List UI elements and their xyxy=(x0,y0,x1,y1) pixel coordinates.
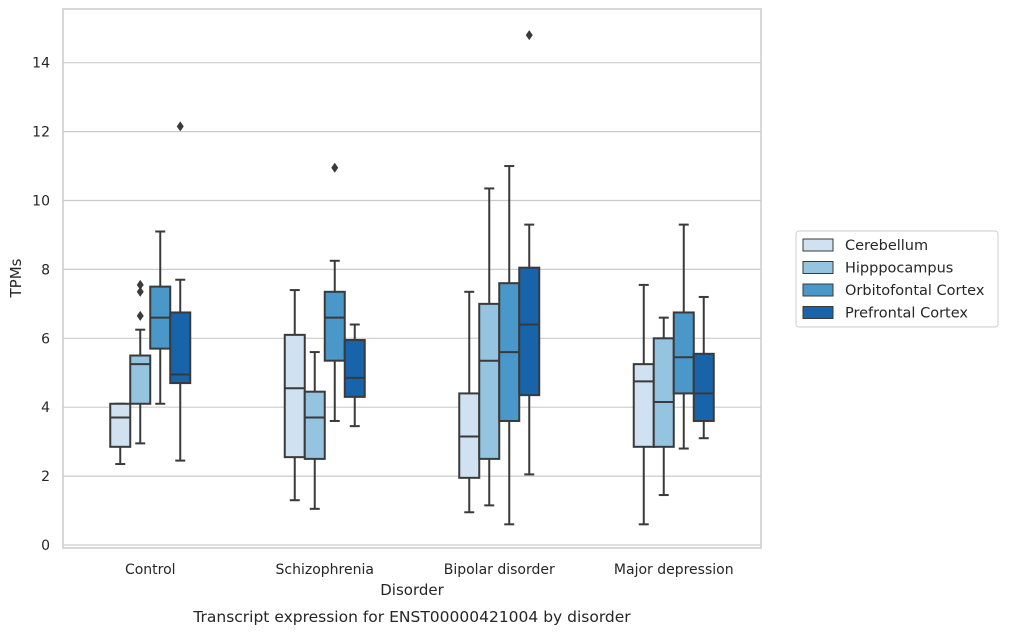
y-tick-label: 14 xyxy=(32,56,50,72)
box xyxy=(458,290,481,514)
iqr-box xyxy=(169,311,192,385)
legend-label: Cerebellum xyxy=(845,238,928,254)
iqr-box xyxy=(109,402,132,448)
x-tick-label: Control xyxy=(125,562,176,578)
y-tick-label: 0 xyxy=(41,538,50,554)
series-prefrontal-cortex xyxy=(169,30,715,476)
plot-frame xyxy=(62,8,762,549)
legend-swatch xyxy=(802,261,834,274)
legend-item: Orbitofontal Cortex xyxy=(802,283,985,299)
outlier-point xyxy=(136,310,144,321)
box xyxy=(632,283,655,526)
series-cerebellum xyxy=(109,283,655,526)
iqr-box xyxy=(518,266,541,397)
box xyxy=(478,187,501,507)
iqr-box xyxy=(283,333,306,459)
outlier-point xyxy=(136,279,144,290)
box xyxy=(303,351,326,510)
box xyxy=(283,289,306,502)
iqr-box xyxy=(672,311,695,395)
y-tick-label: 10 xyxy=(32,194,50,210)
figure-caption: Transcript expression for ENST0000042100… xyxy=(192,608,631,626)
box xyxy=(343,323,366,428)
x-tick-label: Major depression xyxy=(614,562,734,578)
y-axis-label: TPMs xyxy=(7,258,25,298)
outlier-point xyxy=(525,30,533,41)
box xyxy=(169,121,192,462)
legend-swatch xyxy=(802,283,834,297)
iqr-box xyxy=(303,390,326,460)
legend-item: Cerebellum xyxy=(802,238,928,254)
iqr-box xyxy=(632,363,655,448)
box xyxy=(652,316,675,497)
y-tick-label: 12 xyxy=(32,125,50,141)
x-tick-label: Schizophrenia xyxy=(276,562,374,578)
box xyxy=(692,295,715,440)
x-tick-label: Bipolar disorder xyxy=(444,562,555,578)
iqr-box xyxy=(343,339,366,398)
iqr-box xyxy=(478,302,501,460)
y-tick-label: 2 xyxy=(41,469,50,485)
box-series xyxy=(109,30,715,526)
box xyxy=(518,30,541,476)
box xyxy=(498,165,521,526)
legend-frame xyxy=(795,230,999,328)
outlier-point xyxy=(136,286,144,297)
box xyxy=(129,279,152,445)
legend-swatch xyxy=(802,238,834,252)
iqr-box xyxy=(692,352,715,422)
series-hipppocampus xyxy=(129,187,675,510)
box xyxy=(149,230,172,405)
outlier-point xyxy=(176,121,184,132)
iqr-box xyxy=(129,354,152,405)
x-axis-label: Disorder xyxy=(380,581,444,599)
box xyxy=(109,402,132,466)
legend-swatch xyxy=(802,306,834,319)
series-orbitofontal-cortex xyxy=(149,162,695,526)
legend: Cerebellum Hipppocampus Orbitofontal Corte… xyxy=(795,230,999,328)
legend-item: Prefrontal Cortex xyxy=(802,306,968,322)
y-tick-label: 6 xyxy=(41,331,50,347)
iqr-box xyxy=(652,337,675,448)
outlier-point xyxy=(331,162,339,173)
x-axis-ticks: Control Schizophrenia Bipolar disorder Majo… xyxy=(125,562,734,578)
box xyxy=(323,162,346,422)
iqr-box xyxy=(323,290,346,362)
legend-label: Orbitofontal Cortex xyxy=(845,283,985,299)
legend-label: Prefrontal Cortex xyxy=(845,306,968,322)
y-tick-label: 4 xyxy=(41,400,50,416)
box xyxy=(672,223,695,450)
legend-item: Hipppocampus xyxy=(802,261,953,277)
y-tick-label: 8 xyxy=(41,262,50,278)
y-axis-ticks: 0 2 4 6 8 10 12 14 xyxy=(32,56,50,554)
legend-label: Hipppocampus xyxy=(845,261,953,277)
